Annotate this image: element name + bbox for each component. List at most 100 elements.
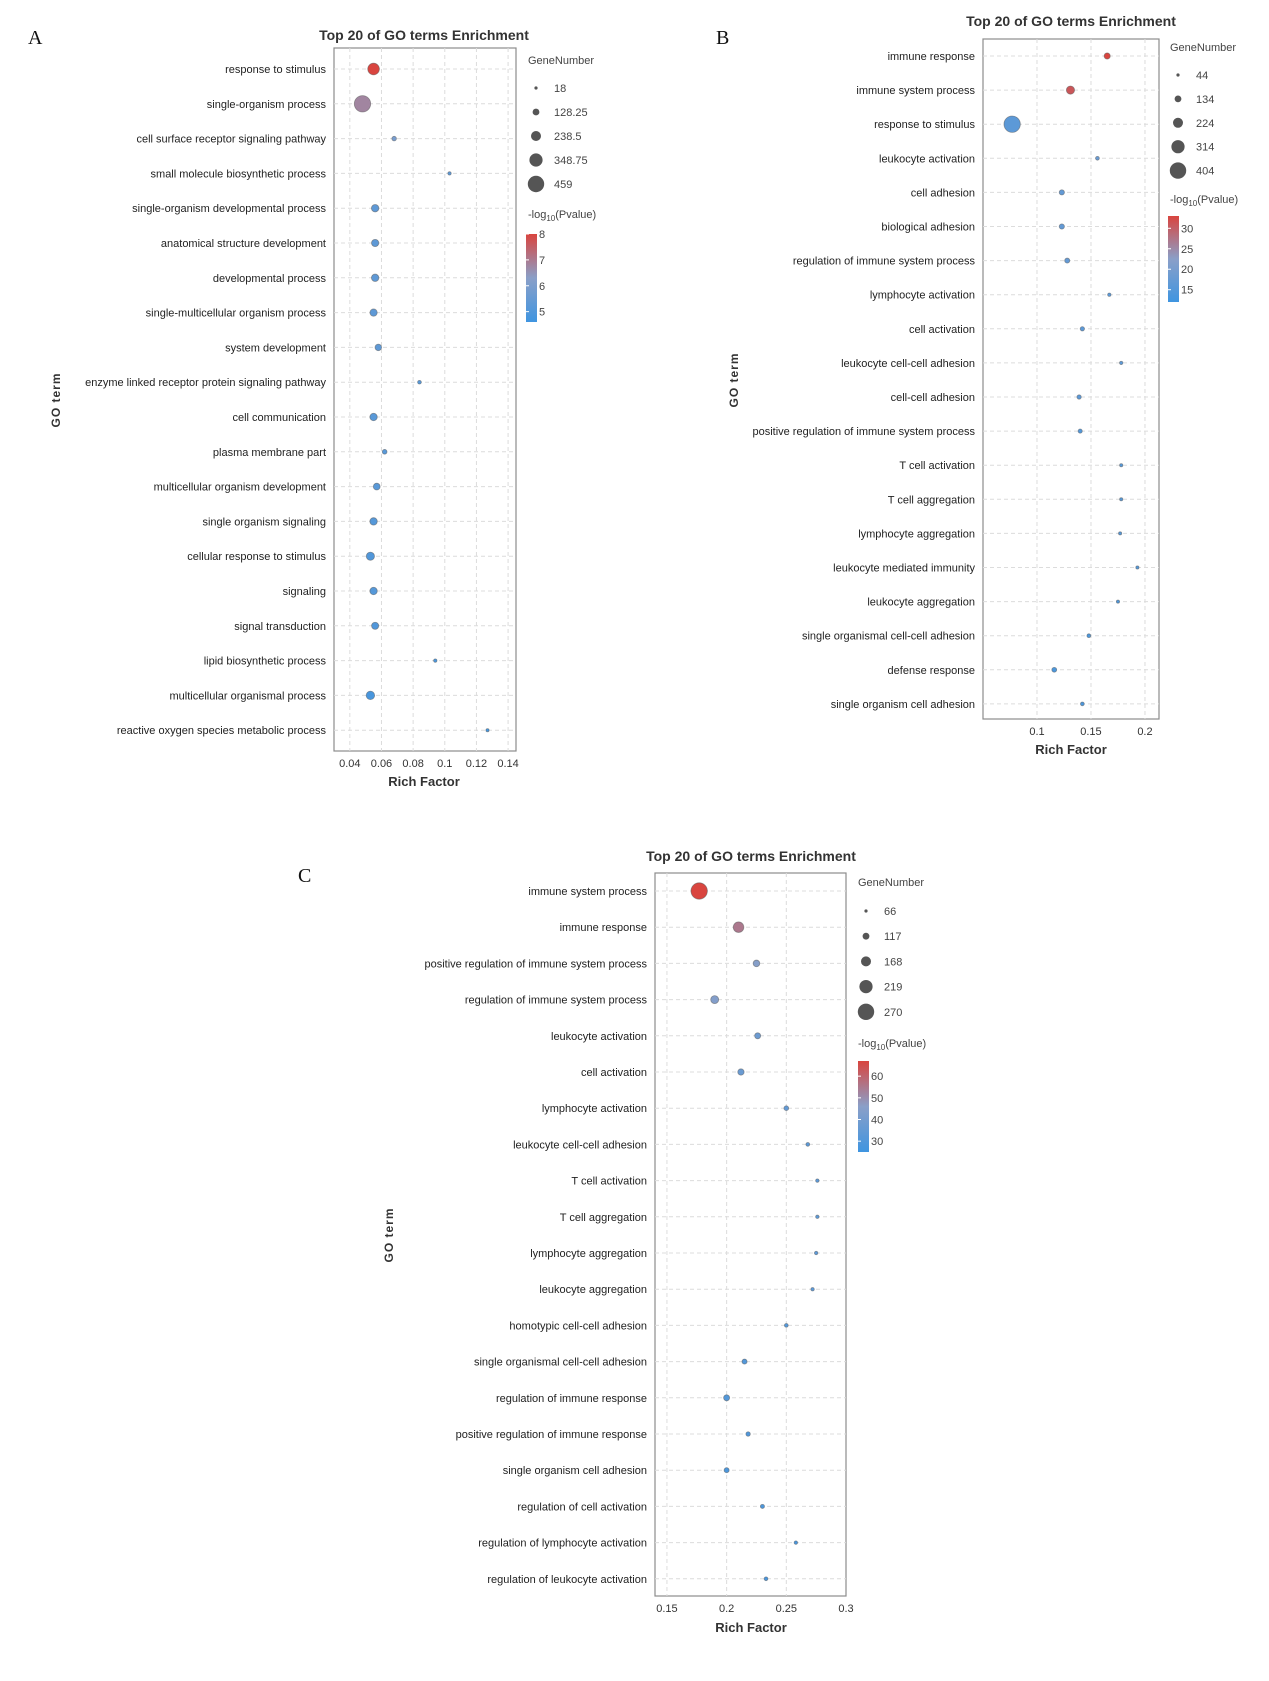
size-legend-label: 238.5 — [554, 131, 582, 143]
size-legend-label: 270 — [884, 1007, 902, 1019]
go-term-label: single organism signaling — [202, 516, 326, 528]
data-point — [369, 308, 378, 317]
size-legend-swatch — [534, 86, 538, 90]
go-term-label: leukocyte mediated immunity — [833, 563, 975, 575]
data-point — [1119, 497, 1124, 502]
go-term-label: immune response — [560, 922, 647, 934]
y-axis-title: GO term — [382, 1207, 396, 1262]
data-point — [353, 95, 372, 113]
data-point — [371, 621, 380, 630]
color-legend-label: 30 — [1181, 223, 1193, 235]
x-axis-title: Rich Factor — [388, 774, 460, 789]
data-point — [1064, 257, 1071, 264]
size-legend-label: 117 — [884, 931, 902, 943]
x-tick-label: 0.1 — [1029, 726, 1044, 738]
data-point — [1095, 156, 1100, 161]
data-point — [374, 343, 382, 352]
go-term-label: immune system process — [528, 886, 647, 898]
go-term-label: single-organism process — [207, 99, 327, 111]
chart-panel-c: C Top 20 of GO terms Enrichment 0.15 0.2 0.2… — [298, 848, 926, 1635]
data-point — [371, 204, 380, 213]
data-point — [690, 882, 708, 900]
x-tick-label: 0.04 — [339, 758, 360, 770]
data-point — [759, 1503, 765, 1509]
data-point — [1058, 223, 1065, 230]
x-tick-label: 0.15 — [1080, 726, 1101, 738]
data-point — [367, 62, 380, 76]
chart-title: Top 20 of GO terms Enrichment — [966, 13, 1176, 29]
data-point — [1086, 633, 1092, 638]
x-tick-label: 0.1 — [437, 758, 452, 770]
data-point — [754, 1032, 762, 1040]
chart-panel-a: A Top 20 of GO terms Enrichment 0.04 0.06 0.… — [28, 27, 596, 789]
size-legend-label: 459 — [554, 179, 572, 191]
color-legend-title: -log10(Pvalue) — [528, 209, 596, 223]
go-term-label: lymphocyte activation — [542, 1103, 647, 1115]
size-legend-label: 66 — [884, 906, 896, 918]
go-term-label: cell activation — [909, 324, 975, 336]
color-legend-label: 25 — [1181, 244, 1193, 256]
data-point — [814, 1250, 819, 1256]
go-term-label: leukocyte aggregation — [867, 597, 975, 609]
go-term-label: signal transduction — [234, 621, 326, 633]
size-legend-label: 348.75 — [554, 155, 588, 167]
go-term-label: lymphocyte aggregation — [530, 1248, 647, 1260]
go-term-label: immune response — [888, 51, 975, 63]
size-legend-swatch — [529, 153, 543, 167]
go-term-label: cell communication — [232, 412, 326, 424]
data-point — [723, 1467, 730, 1474]
data-point — [1051, 666, 1058, 673]
go-term-label: leukocyte activation — [879, 153, 975, 165]
color-legend-label: 7 — [539, 255, 545, 267]
size-legend-swatch — [861, 956, 871, 967]
go-term-label: enzyme linked receptor protein signaling… — [85, 377, 326, 389]
go-term-label: single-organism developmental process — [132, 203, 326, 215]
x-tick-label: 0.25 — [776, 1603, 797, 1615]
go-term-label: single organismal cell-cell adhesion — [802, 631, 975, 643]
x-tick-label: 0.14 — [497, 758, 518, 770]
data-point — [1107, 292, 1112, 297]
data-point — [433, 658, 438, 663]
size-legend-swatch — [857, 1003, 875, 1020]
go-term-label: multicellular organismal process — [169, 690, 326, 702]
size-legend-swatch — [1169, 162, 1187, 179]
data-point — [784, 1323, 789, 1328]
size-legend-swatch — [1174, 95, 1182, 103]
go-term-label: regulation of immune response — [496, 1393, 647, 1405]
go-term-label: single-multicellular organism process — [146, 308, 327, 320]
go-term-label: cell activation — [581, 1067, 647, 1079]
plot-frame — [982, 38, 1160, 720]
chart-panel-b: B Top 20 of GO terms Enrichment 0.1 0.15 0.2… — [716, 13, 1238, 757]
color-legend-title-tail: (Pvalue) — [885, 1038, 926, 1050]
size-legend-title: GeneNumber — [858, 877, 924, 889]
color-legend-label: 30 — [871, 1136, 883, 1148]
go-term-label: response to stimulus — [225, 64, 326, 76]
go-term-label: response to stimulus — [874, 119, 975, 131]
go-term-label: cell surface receptor signaling pathway — [136, 134, 326, 146]
go-term-label: multicellular organism development — [154, 482, 326, 494]
data-point — [1077, 428, 1083, 434]
data-point — [793, 1540, 798, 1545]
go-term-label: cell adhesion — [911, 187, 975, 199]
color-legend-bar — [1168, 216, 1179, 302]
y-axis-title: GO term — [727, 352, 741, 407]
data-point — [365, 551, 375, 561]
panel-letter: B — [716, 27, 729, 49]
data-point — [1119, 360, 1124, 365]
data-point — [1058, 189, 1065, 196]
go-term-label: signaling — [283, 586, 326, 598]
x-tick-label: 0.2 — [1137, 726, 1152, 738]
color-legend-label: 50 — [871, 1093, 883, 1105]
size-legend-label: 128.25 — [554, 107, 588, 119]
data-point — [1076, 394, 1082, 400]
size-legend-label: 134 — [1196, 94, 1214, 106]
color-legend-label: 5 — [539, 307, 545, 319]
go-term-label: T cell activation — [899, 460, 975, 472]
data-point — [710, 995, 720, 1004]
size-legend-swatch — [527, 175, 545, 193]
color-legend-bar — [858, 1061, 869, 1152]
go-term-label: cell-cell adhesion — [891, 392, 975, 404]
data-point — [369, 517, 378, 526]
size-legend-swatch — [864, 909, 868, 913]
